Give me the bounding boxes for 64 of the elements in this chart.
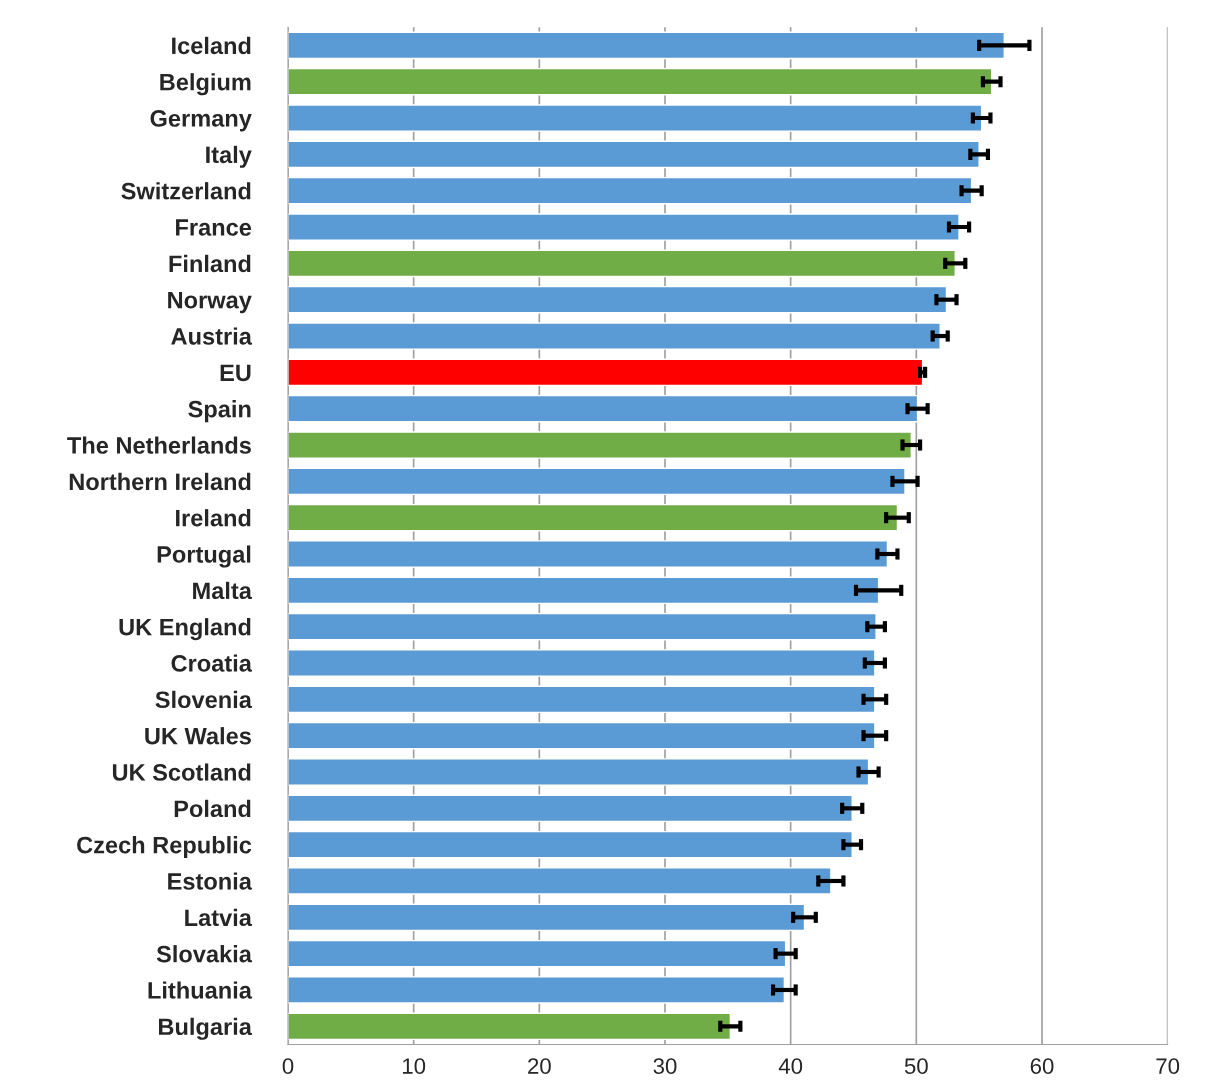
bar bbox=[287, 903, 806, 932]
x-tick-label: 0 bbox=[282, 1058, 294, 1074]
y-tick-label: Austria bbox=[171, 327, 253, 345]
bar bbox=[287, 794, 853, 823]
y-tick-label: Switzerland bbox=[121, 182, 251, 200]
y-tick-label: Bulgaria bbox=[159, 1017, 253, 1040]
y-tick-label: Belgium bbox=[160, 73, 251, 96]
bar bbox=[287, 758, 870, 786]
y-tick-label: The Netherlands bbox=[67, 436, 251, 454]
bar bbox=[287, 104, 983, 132]
y-tick-label: UK Scotland bbox=[112, 763, 251, 781]
y-tick-label: Iceland bbox=[172, 36, 251, 55]
bar bbox=[287, 976, 786, 1004]
bar bbox=[287, 394, 919, 423]
bar bbox=[287, 721, 876, 750]
y-tick-label: Malta bbox=[193, 581, 253, 600]
bar bbox=[287, 213, 960, 241]
x-tick-label: 60 bbox=[1030, 1058, 1054, 1074]
y-tick-label: Latvia bbox=[185, 908, 253, 927]
y-tick-label: EU bbox=[220, 364, 251, 382]
y-tick-label: Norway bbox=[168, 292, 252, 314]
y-tick-label: UK England bbox=[119, 618, 251, 641]
y-tick-label: Ireland bbox=[176, 509, 251, 527]
bar bbox=[287, 431, 912, 459]
bar bbox=[287, 249, 956, 278]
y-tick-label: Finland bbox=[169, 254, 251, 273]
y-tick-label: Lithuania bbox=[148, 981, 253, 999]
bar bbox=[287, 685, 876, 714]
bar bbox=[287, 576, 880, 605]
bar bbox=[287, 1012, 732, 1041]
bar bbox=[287, 358, 924, 387]
x-tick-label: 10 bbox=[403, 1058, 426, 1074]
x-tick-label: 20 bbox=[528, 1058, 551, 1074]
y-tick-label: Portugal bbox=[157, 545, 251, 568]
bar bbox=[287, 540, 889, 568]
x-tick-label: 70 bbox=[1156, 1058, 1180, 1074]
y-tick-label: Estonia bbox=[168, 872, 253, 890]
x-tick-label: 50 bbox=[904, 1058, 928, 1074]
x-tick-label: 40 bbox=[778, 1058, 803, 1074]
y-tick-label: Germany bbox=[150, 110, 252, 132]
bar bbox=[287, 830, 853, 859]
bar bbox=[287, 67, 993, 96]
y-tick-label: Slovenia bbox=[155, 690, 253, 709]
bar bbox=[287, 503, 899, 532]
y-tick-label: Poland bbox=[174, 799, 251, 818]
bar bbox=[287, 322, 941, 350]
y-tick-label: France bbox=[176, 219, 252, 236]
y-tick-label: UK Wales bbox=[145, 727, 251, 745]
bar bbox=[287, 612, 877, 641]
bar bbox=[287, 176, 973, 205]
bar bbox=[287, 285, 948, 314]
y-tick-label: Italy bbox=[206, 145, 252, 168]
bar bbox=[287, 31, 1005, 60]
bar bbox=[287, 140, 980, 169]
bar bbox=[287, 867, 832, 895]
y-tick-label: Czech Republic bbox=[77, 836, 252, 859]
bar bbox=[287, 939, 787, 968]
bar bbox=[287, 649, 876, 677]
y-tick-label: Croatia bbox=[171, 654, 253, 672]
bar bbox=[287, 467, 906, 496]
y-tick-label: Northern Ireland bbox=[69, 472, 251, 491]
y-tick-label: Spain bbox=[188, 400, 251, 423]
x-tick-label: 30 bbox=[653, 1058, 677, 1074]
y-tick-label: Slovakia bbox=[156, 945, 253, 963]
